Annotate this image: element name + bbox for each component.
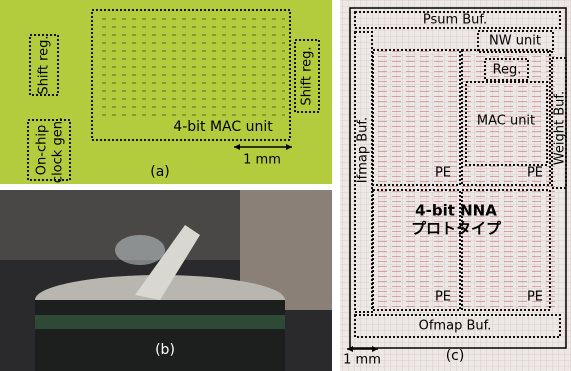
label: Reg. bbox=[493, 63, 522, 78]
figure: Shift reg. Shift reg. On-chip clock gen.… bbox=[0, 0, 571, 371]
label: Weight Buf. bbox=[553, 91, 568, 165]
label: PE bbox=[527, 166, 543, 181]
label: NW unit bbox=[489, 34, 541, 49]
label: Ifmap Buf. bbox=[356, 117, 371, 183]
label: On-chip bbox=[35, 125, 50, 175]
page: Shift reg. Shift reg. On-chip clock gen.… bbox=[0, 0, 571, 371]
label: Shift reg. bbox=[37, 35, 52, 94]
label: Ofmap Buf. bbox=[419, 319, 492, 334]
label: MAC unit bbox=[477, 114, 535, 129]
scale-label: 1 mm bbox=[343, 353, 381, 368]
title: 4-bit NNA bbox=[415, 202, 497, 220]
label: PE bbox=[435, 166, 451, 181]
panel-b: (b) bbox=[0, 190, 332, 371]
label: 4-bit MAC unit bbox=[173, 119, 273, 135]
cryostat-body bbox=[35, 300, 285, 371]
label: Psum Buf. bbox=[423, 13, 487, 28]
panel-a: Shift reg. Shift reg. On-chip clock gen.… bbox=[0, 0, 332, 184]
label: PE bbox=[435, 290, 451, 305]
panel-c: Psum Buf. NW unit Reg. Ifmap Buf. MAC un… bbox=[340, 0, 571, 371]
panel-label: (c) bbox=[446, 348, 465, 364]
scale-label: 1 mm bbox=[243, 153, 281, 168]
label: Shift reg. bbox=[300, 46, 315, 105]
title: プロトタイプ bbox=[411, 220, 502, 238]
band bbox=[35, 315, 285, 329]
panel-label: (a) bbox=[150, 164, 170, 180]
label: PE bbox=[527, 290, 543, 305]
mac-array bbox=[100, 18, 285, 118]
label: clock gen. bbox=[51, 117, 66, 183]
vapor bbox=[115, 235, 165, 265]
panel-label: (b) bbox=[155, 342, 175, 358]
